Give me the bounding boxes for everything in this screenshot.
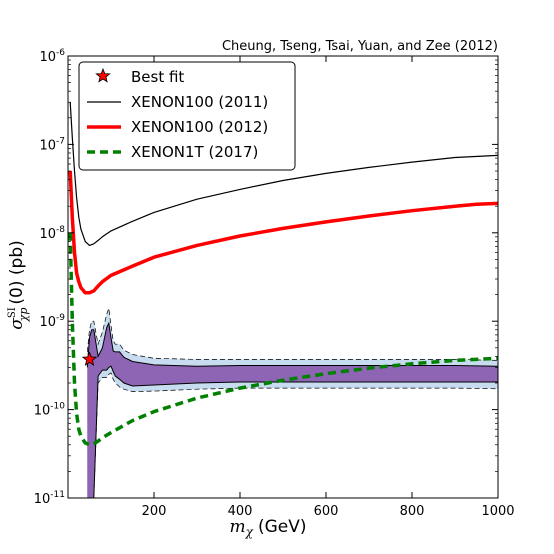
y-tick-base: 10 [39,227,56,242]
y-tick-label: 10-6 [39,48,65,65]
y-tick-base: 10 [39,50,56,65]
y-tick-label: 10-11 [34,490,65,507]
series-line-xenon100-2011 [69,102,499,246]
y-tick-exponent: -7 [56,136,65,146]
region-outer-upper-edge [86,308,499,361]
x-tick-label: 200 [142,504,167,519]
region-inner-lower-edge [87,365,498,499]
tick-layer [68,55,499,499]
y-tick-label: 10-9 [39,313,65,330]
y-tick-base: 10 [34,492,51,507]
x-tick-label: 600 [314,504,339,519]
x-tick-labels: 200 400 600 800 1000 [142,504,515,519]
legend-label-xenon100-2012: XENON100 (2012) [131,118,268,136]
plot-frame [67,55,499,499]
y-axis-symbol: σ [7,318,27,330]
legend-label-best-fit: Best fit [131,68,184,86]
y-tick-base: 10 [39,138,56,153]
region-inner-upper-edge [86,321,499,368]
legend: Best fit XENON100 (2011) XENON100 (2012)… [78,61,296,171]
y-tick-exponent: -11 [50,490,65,500]
best-fit-star-marker [81,351,98,366]
x-tick-label: 800 [400,504,425,519]
legend-label-xenon100-2011: XENON100 (2011) [131,93,268,111]
x-axis-subscript: χ [245,525,254,539]
y-tick-label: 10-10 [34,402,66,419]
series-line-xenon1t-2017 [68,232,499,447]
legend-label-xenon1t-2017: XENON1T (2017) [131,143,258,161]
y-axis-subscript: χp [17,308,30,323]
y-tick-exponent: -8 [56,225,65,235]
chart-credit: Cheung, Tseng, Tsai, Yuan, and Zee (2012… [222,39,498,54]
x-tick-label: 1000 [481,504,514,519]
y-tick-label: 10-8 [39,225,65,242]
y-tick-exponent: -9 [56,313,65,323]
y-axis-superscript: SI [7,307,18,318]
series-layer [68,102,499,447]
y-tick-label: 10-7 [39,136,65,153]
y-axis-rest: (0) (pb) [7,240,27,304]
legend-best-fit-star-icon [95,67,111,83]
legend-box [78,61,296,171]
series-line-xenon100-2012 [68,170,499,295]
marker-layer [81,351,98,366]
x-axis-symbol: m [230,517,246,537]
y-tick-exponent: -10 [50,402,65,412]
y-tick-base: 10 [34,404,51,419]
y-tick-exponent: -6 [56,48,65,58]
y-axis-title: σSIχp (0) (pb) [7,240,30,329]
x-tick-label: 400 [228,504,253,519]
y-tick-base: 10 [39,315,56,330]
x-axis-unit: (GeV) [258,517,307,537]
x-axis-title: mχ (GeV) [230,517,307,539]
